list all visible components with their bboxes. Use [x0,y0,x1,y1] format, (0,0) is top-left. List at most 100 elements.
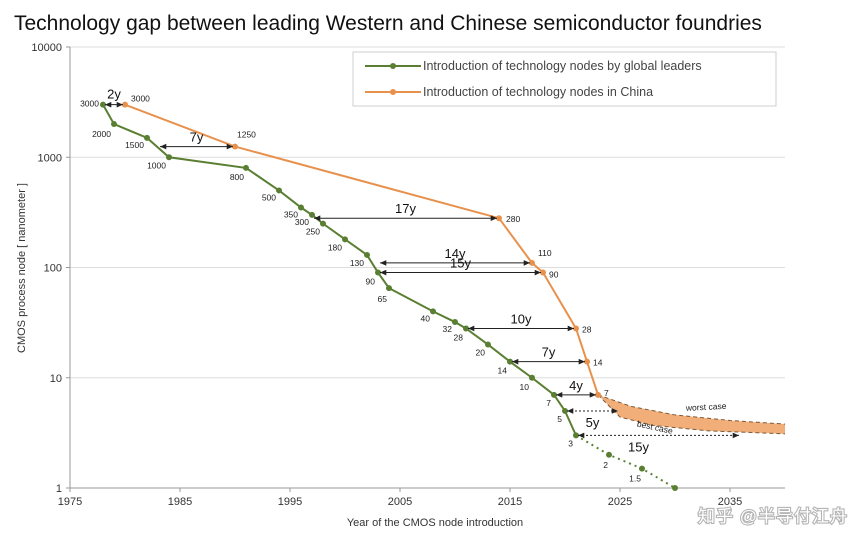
global-data-point [100,101,106,108]
gap-label: 7y [190,130,204,145]
china-point-label: 3000 [131,94,150,104]
gap-label: 5y [586,415,600,430]
china-data-point [232,143,238,150]
global-point-label: 250 [306,227,320,237]
x-tick-label: 2035 [718,496,742,508]
global-data-point [243,164,249,171]
global-point-label: 300 [295,217,309,227]
china-point-label: 90 [549,270,559,280]
global-data-point [485,341,491,348]
global-point-label: 32 [443,324,453,334]
y-tick-label: 100 [44,263,62,275]
global-data-point [463,325,469,332]
y-axis-label: CMOS process node [ nanometer ] [16,183,28,353]
legend-marker-global [390,63,396,69]
best-case-line [597,394,786,435]
x-tick-label: 1985 [168,496,192,508]
global-data-point [309,211,315,218]
global-point-label: 2000 [92,129,111,139]
legend-box [352,51,777,107]
global-point-label: 14 [498,366,508,376]
china-data-point [122,101,128,108]
y-tick-label: 10 [50,373,62,385]
global-data-point [430,308,436,315]
global-point-label: 7 [546,398,551,408]
global-data-point [639,465,645,472]
china-point-label: 110 [538,248,552,258]
gap-label: 2y [107,87,121,102]
global-point-label: 1.5 [629,474,641,484]
global-data-point [573,432,579,439]
legend-entry-china: Introduction of technology nodes in Chin… [423,85,653,99]
global-leaders-line [102,104,577,436]
china-data-point [584,358,590,365]
global-point-label: 130 [350,258,364,268]
global-data-point [375,269,381,276]
global-point-label: 5 [557,414,562,424]
global-point-label: 20 [476,348,486,358]
china-data-point [529,259,535,266]
chart-title: Technology gap between leading Western a… [14,12,762,35]
gap-label: 15y [450,256,471,271]
global-point-label: 3000 [80,99,99,109]
global-data-point [320,220,326,227]
gap-label: 15y [628,439,649,454]
series-layer: 3000200015001000800500350300250180130906… [80,94,678,491]
worst-case-line [597,394,786,425]
global-data-point [672,485,678,491]
gridlines [70,46,785,379]
y-axis-ticks: 1 10 100 1000 10000 [31,42,70,495]
china-data-point [573,325,579,332]
china-point-label: 280 [506,214,520,224]
china-point-label: 1250 [237,130,256,140]
global-point-label: 180 [328,242,342,252]
x-tick-label: 2015 [498,496,522,508]
global-point-label: 3 [568,438,573,448]
gap-label: 7y [542,345,556,360]
x-tick-label: 2025 [608,496,632,508]
watermark: 知乎 @半导付江舟 [698,507,848,526]
china-data-point [540,269,546,276]
global-point-label: 800 [230,172,244,182]
global-data-point [364,251,370,258]
global-data-point [606,451,612,458]
china-point-label: 7 [604,388,609,398]
global-data-point [507,358,513,365]
x-axis-label: Year of the CMOS node introduction [347,517,523,529]
global-point-label: 40 [421,313,431,323]
global-point-label: 1500 [125,140,144,150]
y-tick-label: 1 [56,483,62,495]
legend-entry-global: Introduction of technology nodes by glob… [423,59,702,73]
global-point-label: 90 [366,277,376,287]
x-axis-ticks: 1975 1985 1995 2005 2015 2025 2035 [58,488,742,508]
global-point-label: 28 [454,332,464,342]
gap-label: 4y [569,378,583,393]
gap-label: 10y [511,311,532,326]
global-point-label: 65 [378,294,388,304]
global-data-point [144,134,150,141]
global-data-point [111,121,117,128]
global-data-point [452,319,458,326]
china-line [124,103,599,396]
x-tick-label: 2005 [388,496,412,508]
global-point-label: 2 [603,460,608,470]
global-point-label: 350 [284,210,298,220]
legend-marker-china [390,89,396,95]
china-point-label: 28 [582,324,592,334]
scenario-band-area [598,394,785,434]
china-data-point [595,391,601,398]
global-data-point [298,204,304,211]
global-data-point [529,374,535,381]
global-point-label: 1000 [147,160,166,170]
china-data-point [496,215,502,222]
global-data-point [386,285,392,292]
worst-case-label: worst case [685,401,727,413]
x-tick-label: 1995 [278,496,302,508]
y-tick-label: 10000 [31,42,62,54]
x-tick-label: 1975 [58,496,82,508]
china-point-label: 14 [593,358,603,368]
global-point-label: 10 [520,382,530,392]
